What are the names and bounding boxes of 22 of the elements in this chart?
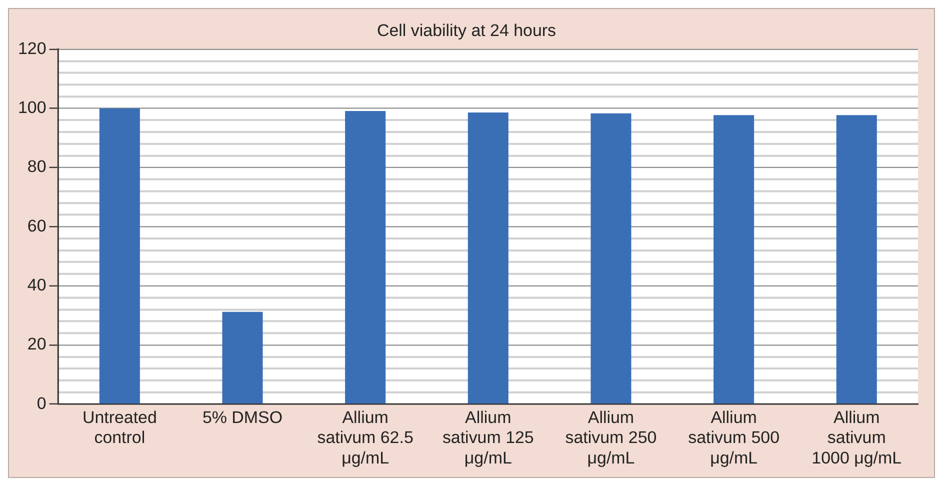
bar [714, 115, 754, 404]
x-tick-label: Allium sativum 500 μg/mL [688, 408, 780, 468]
y-tick-label: 0 [36, 394, 46, 413]
bar [468, 112, 508, 404]
x-tick-label: Untreated control [82, 408, 157, 448]
y-tick-label: 20 [27, 334, 46, 354]
bar [345, 111, 386, 404]
x-tick-label: Allium sativum 125 μg/mL [442, 408, 534, 468]
x-tick-label: Allium sativum 250 μg/mL [565, 408, 657, 468]
y-tick-label: 100 [18, 98, 46, 118]
bar [222, 312, 263, 404]
y-tick-label: 40 [27, 276, 46, 294]
bar [99, 108, 140, 404]
x-tick-label: Allium sativum 62.5 μg/mL [317, 408, 414, 468]
y-tick-label: 60 [27, 216, 46, 236]
chart-title: Cell viability at 24 hours [376, 20, 556, 40]
y-tick-label: 80 [27, 157, 46, 176]
bar [590, 113, 632, 404]
x-tick-label: 5% DMSO [202, 408, 283, 427]
x-tick-label: Allium sativum 1000 μg/mL [812, 408, 902, 468]
y-tick-label: 120 [18, 38, 46, 58]
bar [836, 115, 877, 404]
